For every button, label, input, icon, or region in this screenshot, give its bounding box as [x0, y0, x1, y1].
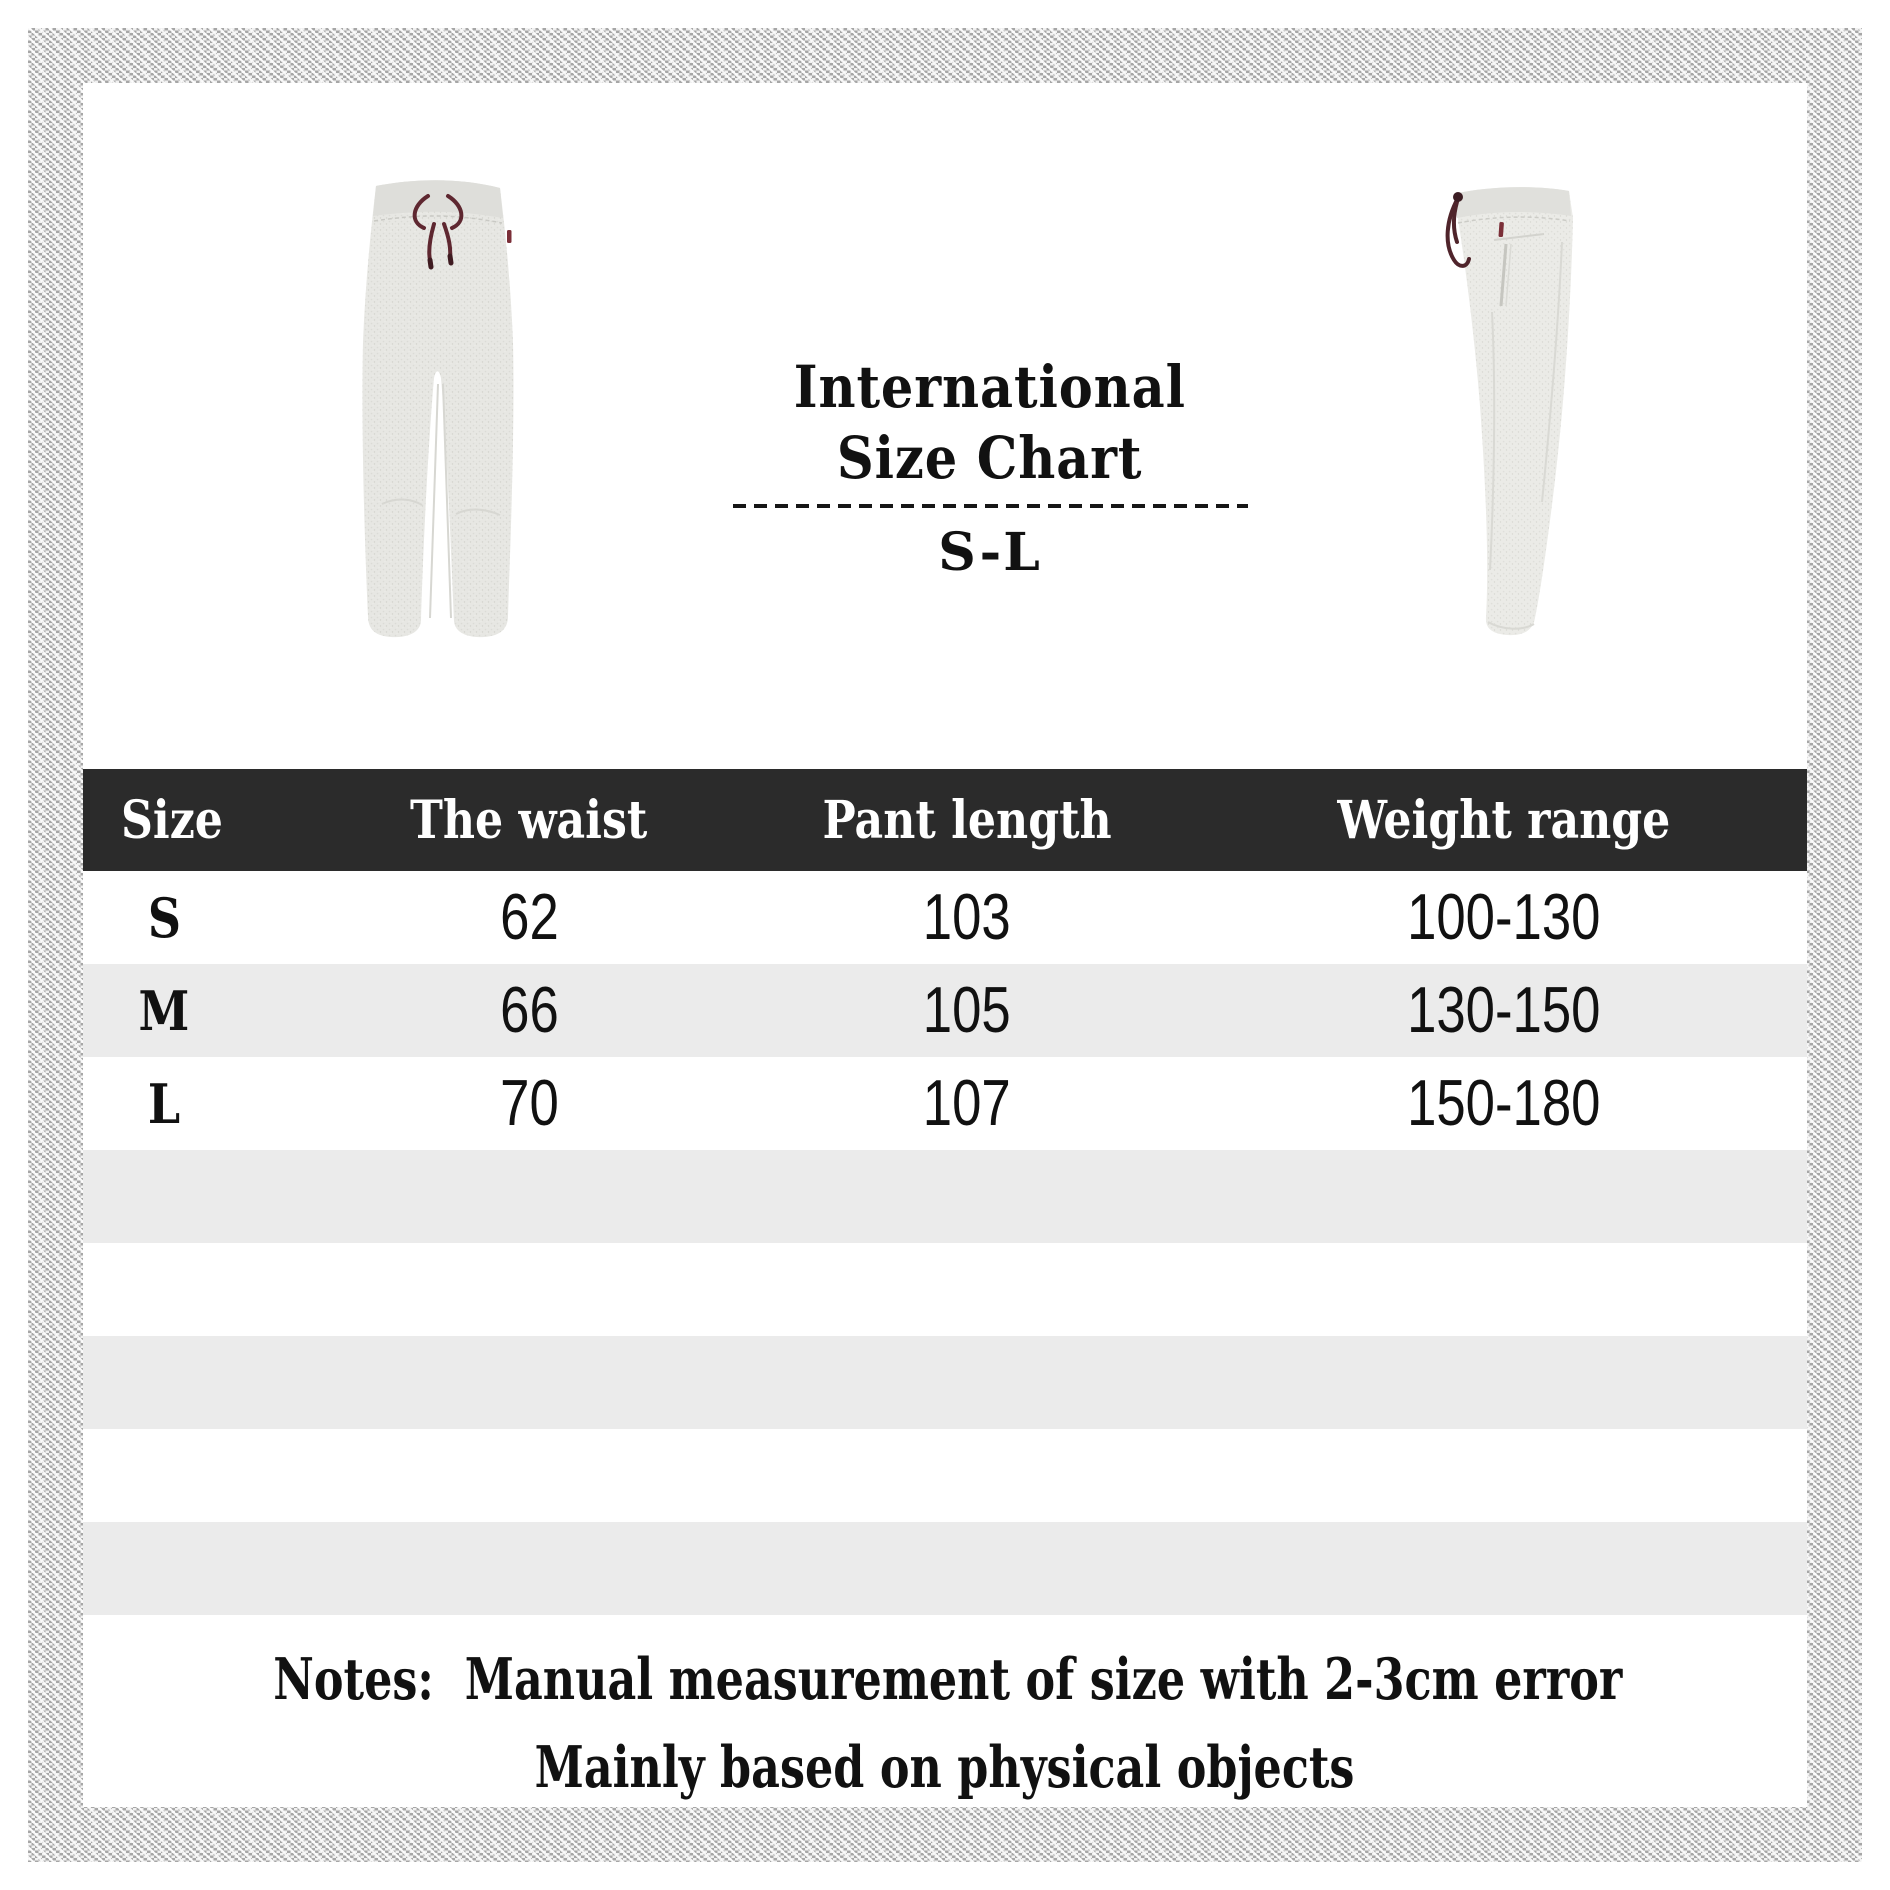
brand-logo-front: [507, 230, 512, 243]
pants-front-graphic: [362, 180, 514, 638]
header-cell-pant-length: Pant length: [822, 789, 1112, 851]
notes-block: Notes: Manual measurement of size with 2…: [83, 1636, 1807, 1812]
leg-crease-shading: [381, 383, 501, 619]
cell-waist-s: 62: [499, 881, 559, 954]
drawstring-aglets: [427, 253, 454, 270]
empty-stripe-row: [83, 1336, 1807, 1429]
cell-size-l: L: [147, 1071, 181, 1136]
page-title-line1: International: [793, 353, 1187, 421]
notes-line2: Mainly based on physical objects: [535, 1734, 1355, 1801]
notes-line1: Notes: Manual measurement of size with 2…: [273, 1646, 1623, 1713]
pants-side-silhouette: [1454, 187, 1573, 636]
cell-waist-m: 66: [499, 974, 559, 1047]
cell-weight-m: 130-150: [1407, 974, 1601, 1047]
table-row-l: L 70 107 150-180: [83, 1057, 1807, 1150]
cell-length-s: 103: [923, 881, 1011, 954]
dashed-divider: [732, 504, 1248, 508]
pocket-welt: [1493, 233, 1545, 307]
header-cell-size: Size: [121, 789, 223, 851]
empty-stripe-row: [83, 1522, 1807, 1615]
cell-length-l: 107: [923, 1067, 1011, 1140]
waistband-stitch: [373, 215, 503, 224]
pants-side-graphic: [1445, 187, 1573, 636]
drawstring-side: [1445, 196, 1471, 268]
size-range-label: S-L: [938, 522, 1042, 583]
size-table: Size The waist Pant length Weight range …: [83, 769, 1807, 1615]
pants-front-silhouette: [362, 180, 514, 638]
side-shading: [1487, 241, 1563, 630]
cell-weight-s: 100-130: [1407, 881, 1601, 954]
pants-side-waistband: [1454, 187, 1571, 218]
header-cell-waist: The waist: [410, 789, 648, 851]
cell-size-s: S: [147, 885, 181, 950]
empty-stripe-row: [83, 1429, 1807, 1522]
brand-logo-side: [1498, 221, 1504, 238]
empty-stripe-row: [83, 1243, 1807, 1336]
title-block: International Size Chart S-L: [685, 352, 1295, 583]
cell-length-m: 105: [923, 974, 1011, 1047]
table-row-s: S 62 103 100-130: [83, 871, 1807, 964]
pants-front-waistband: [373, 180, 503, 218]
drawstring-knot: [1453, 192, 1463, 202]
header-cell-weight-range: Weight range: [1337, 789, 1671, 851]
table-header-row: Size The waist Pant length Weight range: [83, 769, 1807, 871]
pants-front-image: [352, 172, 524, 650]
table-row-m: M 66 105 130-150: [83, 964, 1807, 1057]
empty-stripe-row: [83, 1150, 1807, 1243]
pants-side-image: [1442, 182, 1582, 644]
cell-waist-l: 70: [499, 1067, 559, 1140]
cell-size-m: M: [138, 978, 190, 1043]
page-title-line2: Size Chart: [837, 424, 1143, 492]
waistband-stitch-side: [1457, 216, 1571, 224]
cell-weight-l: 150-180: [1407, 1067, 1601, 1140]
